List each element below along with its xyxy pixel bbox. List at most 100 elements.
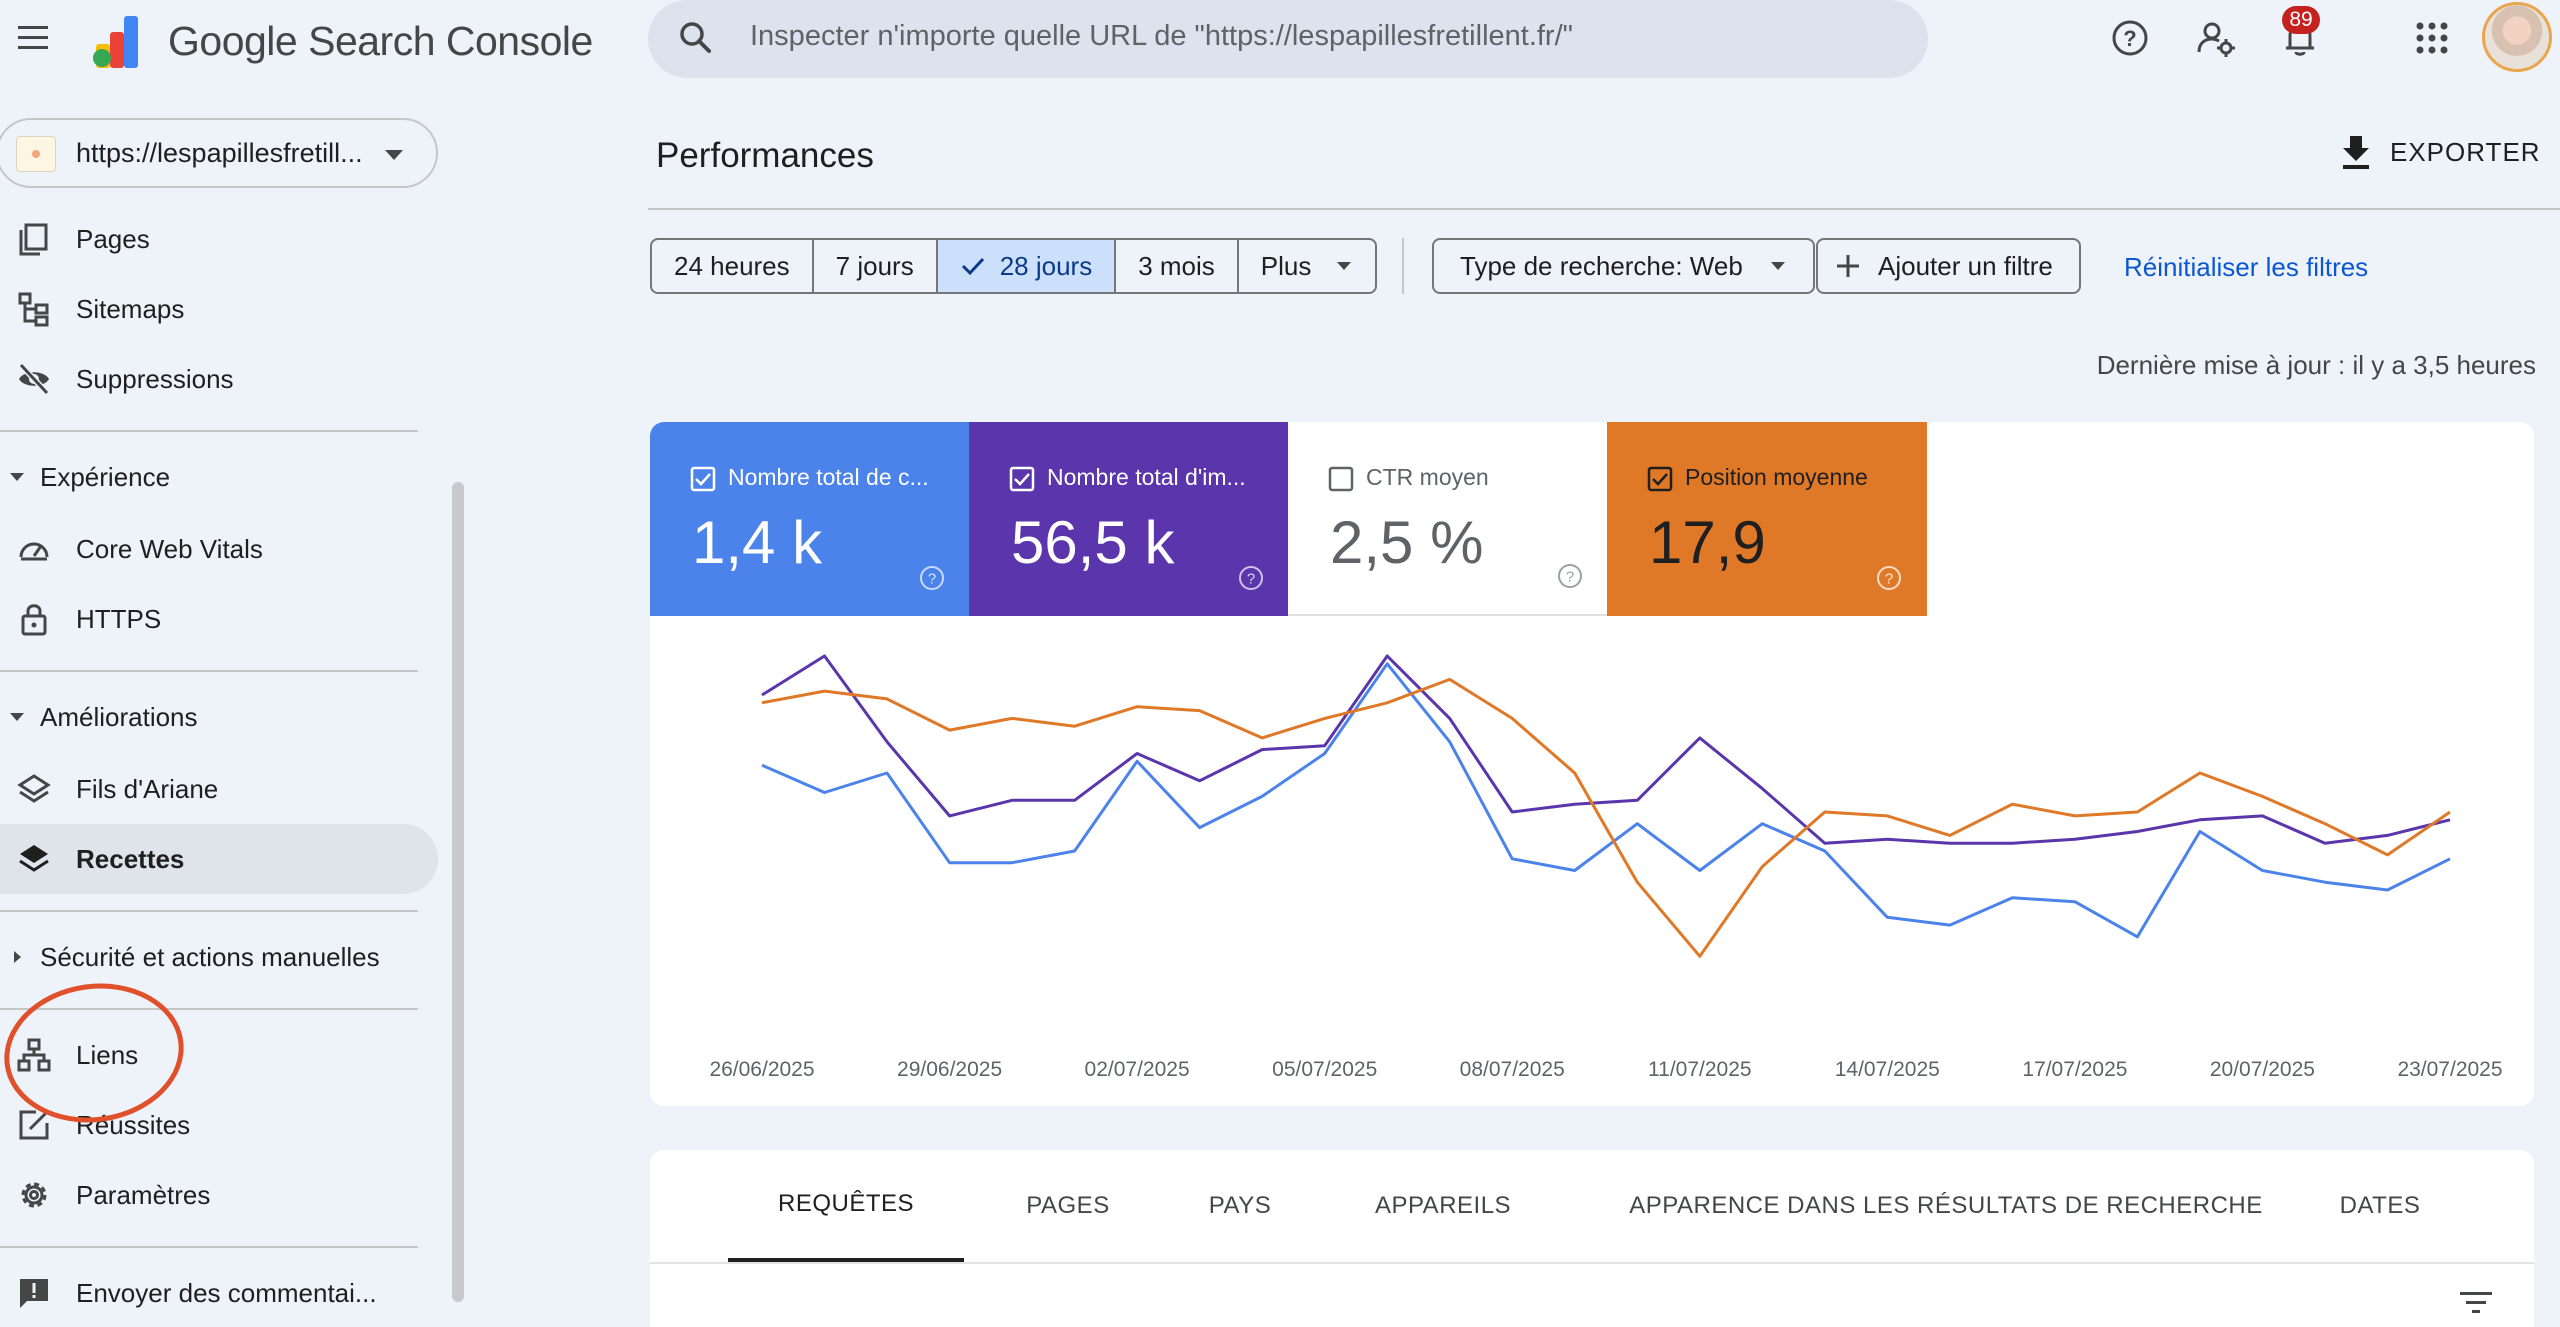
sidebar-item-fils-ariane[interactable]: Fils d'Ariane (0, 754, 438, 824)
lock-icon (21, 604, 47, 636)
tab-apparence[interactable]: APPARENCE DANS LES RÉSULTATS DE RECHERCH… (1629, 1192, 2263, 1219)
help-icon[interactable]: ? (918, 564, 946, 592)
search-input[interactable]: Inspecter n'importe quelle URL de "https… (750, 20, 1573, 52)
section-title: Expérience (40, 461, 171, 492)
help-icon[interactable]: ? (1556, 562, 1584, 590)
tab-dates[interactable]: DATES (2339, 1192, 2421, 1219)
search-icon[interactable] (676, 18, 716, 58)
x-tick-label: 05/07/2025 (1272, 1058, 1377, 1081)
sidebar-item-label: Paramètres (76, 1179, 211, 1210)
chart-series-line-0 (761, 662, 2451, 939)
checkmark-icon (961, 257, 984, 276)
sidebar-item-https[interactable]: HTTPS (0, 584, 438, 654)
sidebar-item-liens[interactable]: Liens (0, 1020, 438, 1090)
metric-card-clicks[interactable]: Nombre total de c... 1,4 k ? (650, 422, 970, 616)
metric-value: 56,5 k (1011, 509, 1175, 576)
tab-appareils[interactable]: APPAREILS (1374, 1192, 1512, 1219)
range-3m-button[interactable]: 3 mois (1116, 240, 1239, 292)
gauge-icon (19, 542, 49, 561)
tab-pays[interactable]: PAYS (1208, 1192, 1272, 1219)
page-title: Performances (656, 136, 874, 175)
download-icon (2343, 136, 2369, 169)
range-28d-button[interactable]: 28 jours (937, 240, 1117, 292)
sidebar-item-label: Envoyer des commentai... (76, 1277, 377, 1308)
sitemap-icon (18, 292, 49, 327)
sidebar-item-label: Sitemaps (76, 293, 185, 324)
svg-text:?: ? (1566, 569, 1574, 586)
x-tick-label: 08/07/2025 (1460, 1058, 1565, 1081)
checkbox-checked-icon (1009, 466, 1035, 492)
checkbox-checked-icon (1647, 466, 1673, 492)
svg-text:?: ? (1247, 571, 1255, 588)
url-inspection-search[interactable] (648, 0, 1928, 78)
metric-card-ctr[interactable]: CTR moyen 2,5 % ? (1288, 422, 1608, 616)
sidebar-item-sitemaps[interactable]: Sitemaps (0, 274, 438, 344)
layers-icon (19, 845, 49, 872)
apps-grid-icon[interactable] (2412, 18, 2452, 58)
help-icon[interactable]: ? (1237, 564, 1265, 592)
range-24h-button[interactable]: 24 heures (652, 240, 814, 292)
sidebar-divider (0, 910, 418, 912)
sidebar-item-label: Pages (76, 223, 150, 254)
sidebar-divider (0, 430, 418, 432)
gear-icon (21, 1182, 47, 1208)
metric-card-impressions[interactable]: Nombre total d'im... 56,5 k ? (969, 422, 1289, 616)
metric-value: 1,4 k (692, 509, 823, 576)
section-title: Sécurité et actions manuelles (40, 941, 380, 972)
sidebar-item-parametres[interactable]: Paramètres (0, 1160, 438, 1230)
sidebar-item-core-web-vitals[interactable]: Core Web Vitals (0, 514, 438, 584)
user-settings-icon[interactable] (2194, 16, 2238, 60)
x-tick-label: 02/07/2025 (1085, 1058, 1190, 1081)
export-button[interactable]: EXPORTER (2340, 130, 2541, 174)
help-icon[interactable]: ? (1875, 564, 1903, 592)
sidebar-item-recettes[interactable]: Recettes (0, 824, 438, 894)
sidebar-item-pages[interactable]: Pages (0, 204, 438, 274)
edit-box-icon (19, 1110, 49, 1140)
links-icon (17, 1038, 51, 1072)
hamburger-icon (18, 26, 48, 49)
sidebar-item-label: HTTPS (76, 603, 162, 634)
sidebar-scrollbar[interactable] (452, 482, 464, 1302)
sidebar-divider (0, 1008, 418, 1010)
x-tick-label: 20/07/2025 (2210, 1058, 2315, 1081)
range-label: Plus (1260, 250, 1312, 281)
performance-line-chart[interactable]: 26/06/2025 29/06/2025 02/07/2025 05/07/2025… (650, 616, 2534, 1106)
metric-label: CTR moyen (1366, 464, 1489, 490)
help-icon[interactable]: ? (2108, 16, 2152, 60)
metric-card-position[interactable]: Position moyenne 17,9 ? (1607, 422, 1927, 616)
metric-value: 17,9 (1649, 509, 1766, 576)
property-selector[interactable] (0, 118, 438, 188)
checkbox-unchecked-icon (1328, 466, 1354, 492)
search-console-logo[interactable] (88, 10, 154, 70)
range-7d-button[interactable]: 7 jours (814, 240, 938, 292)
export-label: EXPORTER (2390, 136, 2541, 167)
title-divider (648, 208, 2560, 210)
filter-list-icon[interactable] (2458, 1288, 2494, 1318)
sidebar-item-feedback[interactable]: Envoyer des commentai... (0, 1258, 438, 1327)
search-type-filter[interactable]: Type de recherche: Web (1432, 238, 1815, 294)
sidebar-item-reussites[interactable]: Réussites (0, 1090, 438, 1160)
sidebar-item-label: Fils d'Ariane (76, 773, 219, 804)
tabs-divider (650, 1262, 2534, 1264)
tab-pages[interactable]: PAGES (1026, 1192, 1110, 1219)
account-avatar[interactable] (2482, 2, 2552, 72)
tab-requetes[interactable]: REQUÊTES (728, 1150, 964, 1262)
reset-filters-link[interactable]: Réinitialiser les filtres (2124, 252, 2369, 282)
sidebar-item-suppressions[interactable]: Suppressions (0, 344, 438, 414)
svg-text:?: ? (1885, 571, 1893, 588)
chevron-down-icon (382, 146, 406, 164)
metric-label: Nombre total de c... (728, 464, 929, 490)
add-filter-button[interactable]: Ajouter un filtre (1816, 238, 2081, 294)
layers-icon (17, 774, 51, 803)
range-more-dropdown[interactable]: Plus (1239, 240, 1376, 292)
x-tick-label: 29/06/2025 (897, 1058, 1002, 1081)
range-label: 28 jours (999, 250, 1093, 281)
main-menu-button[interactable] (14, 20, 54, 56)
chart-series-line-2 (761, 677, 2451, 958)
sidebar-divider (0, 1246, 418, 1248)
app-brand: Google Search Console (168, 18, 593, 64)
plus-icon (1837, 255, 1859, 277)
sidebar-item-label: Suppressions (76, 363, 234, 394)
performance-chart-card: Nombre total de c... 1,4 k ? Nombre tota… (650, 422, 2534, 1106)
sidebar-item-label: Core Web Vitals (76, 533, 263, 564)
